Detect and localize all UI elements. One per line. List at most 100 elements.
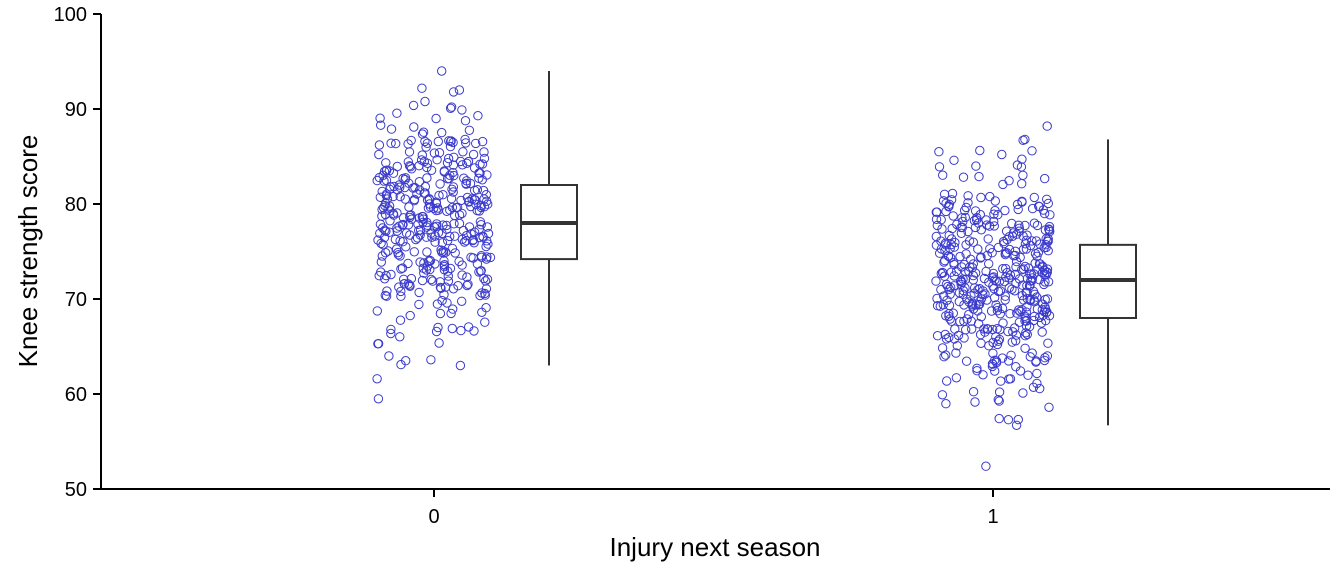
- data-point: [974, 299, 985, 309]
- data-point: [970, 268, 981, 278]
- data-point: [373, 339, 383, 349]
- data-point: [405, 162, 416, 172]
- data-point: [386, 324, 396, 335]
- data-point: [985, 191, 995, 202]
- data-point: [455, 156, 466, 167]
- data-point: [970, 222, 981, 233]
- data-point: [983, 324, 993, 334]
- data-point: [986, 306, 997, 316]
- data-point: [932, 331, 943, 341]
- data-point: [388, 209, 398, 219]
- data-point: [1042, 121, 1052, 131]
- data-point: [381, 291, 392, 301]
- data-point: [421, 142, 431, 152]
- data-point: [426, 355, 436, 365]
- data-point: [414, 299, 424, 310]
- data-point: [393, 250, 404, 260]
- data-point: [1023, 263, 1034, 273]
- data-point: [386, 328, 396, 339]
- data-point: [454, 218, 465, 229]
- data-point: [956, 262, 967, 272]
- data-point: [982, 250, 992, 261]
- data-point: [994, 396, 1004, 406]
- data-point: [931, 231, 941, 242]
- data-point: [422, 162, 432, 173]
- data-point: [972, 213, 982, 223]
- data-point: [400, 194, 410, 204]
- data-point: [420, 136, 430, 147]
- data-point: [479, 153, 490, 164]
- data-point: [419, 188, 429, 198]
- data-point: [420, 182, 430, 192]
- data-point: [1011, 330, 1022, 340]
- data-point: [434, 338, 444, 348]
- data-point: [376, 120, 386, 130]
- data-point: [378, 203, 389, 213]
- data-point: [482, 170, 492, 180]
- data-point: [1005, 374, 1016, 384]
- data-point: [998, 236, 1009, 247]
- data-point: [460, 134, 470, 145]
- data-point: [395, 332, 405, 342]
- data-point: [372, 175, 382, 186]
- data-point: [482, 252, 492, 262]
- data-point: [386, 124, 397, 134]
- data-point: [1022, 230, 1032, 240]
- data-point: [1039, 265, 1050, 276]
- data-point: [445, 103, 456, 114]
- data-point: [435, 277, 445, 287]
- data-point: [466, 252, 476, 262]
- data-point: [1035, 383, 1045, 394]
- data-point: [405, 310, 415, 321]
- data-point: [461, 179, 471, 189]
- data-point: [479, 147, 489, 157]
- data-point: [372, 306, 382, 316]
- data-point: [968, 387, 979, 397]
- data-point: [418, 127, 429, 137]
- data-point: [444, 136, 454, 146]
- data-point: [405, 212, 415, 223]
- data-point: [1010, 250, 1020, 261]
- data-point: [1041, 307, 1052, 318]
- data-point: [992, 306, 1003, 316]
- data-point: [403, 220, 414, 230]
- data-point: [392, 161, 402, 172]
- data-point: [376, 257, 386, 267]
- data-point: [375, 113, 385, 123]
- data-point: [1011, 336, 1021, 346]
- data-point: [1039, 208, 1050, 219]
- data-point: [426, 165, 437, 176]
- data-point: [384, 227, 395, 237]
- data-point: [956, 228, 967, 239]
- data-point: [1044, 225, 1055, 235]
- data-point: [939, 352, 949, 362]
- data-point: [1001, 263, 1011, 274]
- data-point: [443, 153, 454, 164]
- data-point: [443, 271, 453, 281]
- data-point: [1027, 236, 1037, 246]
- data-point: [964, 309, 974, 320]
- data-point: [456, 325, 466, 336]
- data-point: [469, 326, 479, 336]
- data-point: [395, 315, 406, 325]
- y-tick-label: 90: [65, 99, 87, 121]
- data-point: [990, 366, 1000, 376]
- data-point: [961, 240, 971, 250]
- data-point: [941, 399, 951, 409]
- data-point: [970, 397, 980, 407]
- data-point: [946, 234, 957, 244]
- data-point: [476, 252, 487, 262]
- data-point: [975, 284, 985, 294]
- data-point: [404, 147, 415, 157]
- data-point: [981, 461, 991, 471]
- data-point: [1013, 414, 1023, 425]
- data-point: [459, 173, 469, 183]
- data-point: [1003, 356, 1014, 366]
- data-point: [448, 284, 459, 294]
- x-tick-label: 0: [428, 506, 439, 528]
- data-point: [479, 194, 489, 204]
- data-point: [1027, 203, 1038, 214]
- data-point: [981, 266, 991, 277]
- data-point: [434, 190, 444, 201]
- data-point: [396, 291, 406, 301]
